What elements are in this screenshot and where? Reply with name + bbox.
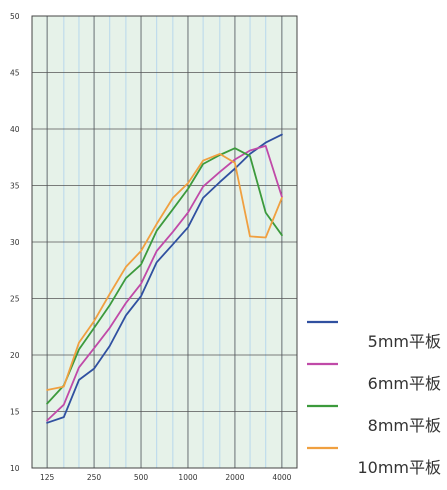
x-tick-label: 2000 <box>225 473 244 482</box>
y-tick-label: 15 <box>10 408 20 417</box>
x-tick-label: 1000 <box>178 473 197 482</box>
x-tick-label: 4000 <box>272 473 291 482</box>
x-tick-label: 500 <box>134 473 149 482</box>
series-line <box>46 133 283 424</box>
legend-label: 8mm平板 <box>368 416 441 435</box>
y-tick-label: 25 <box>10 295 20 304</box>
x-tick-label: 250 <box>87 473 102 482</box>
y-axis-ticks: 10 15 20 25 30 35 40 45 50 <box>10 12 20 473</box>
legend-label: 5mm平板 <box>368 332 441 351</box>
y-tick-label: 45 <box>10 69 20 78</box>
series-line <box>46 144 283 422</box>
plot-frame <box>31 15 298 469</box>
legend: 5mm平板 6mm平板 8mm平板 10mm平板 <box>307 320 441 477</box>
y-tick-label: 50 <box>10 12 20 21</box>
legend-label: 10mm平板 <box>357 458 441 477</box>
series-line <box>46 152 283 391</box>
series-lines <box>46 133 283 424</box>
legend-label: 6mm平板 <box>368 374 441 393</box>
y-tick-label: 35 <box>10 182 20 191</box>
y-tick-label: 30 <box>10 238 20 247</box>
y-tick-label: 40 <box>10 125 20 134</box>
series-line <box>46 147 283 405</box>
y-tick-label: 20 <box>10 351 20 360</box>
x-tick-label: 125 <box>40 473 55 482</box>
y-tick-label: 10 <box>10 464 20 473</box>
x-axis-ticks: 125 250 500 1000 2000 4000 <box>40 473 292 482</box>
